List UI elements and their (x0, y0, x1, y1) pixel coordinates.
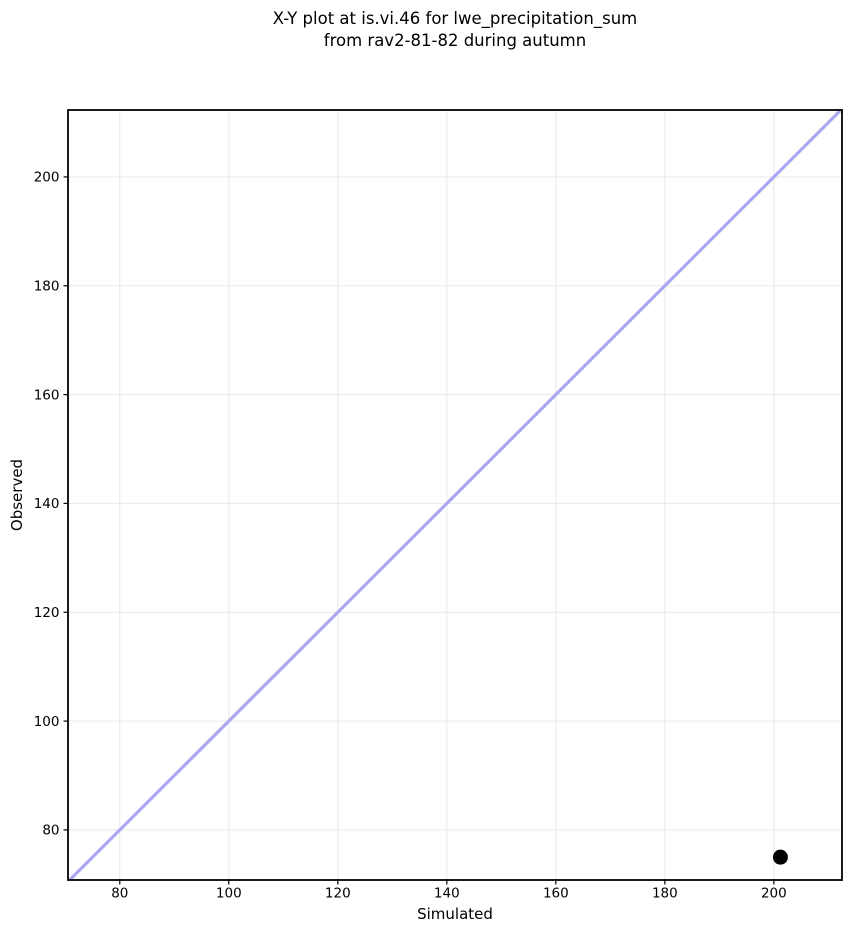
x-tick-label: 80 (111, 886, 128, 902)
y-axis-label: Observed (8, 458, 26, 532)
x-axis-label: Simulated (417, 905, 493, 923)
chart-title-line-1: X-Y plot at is.vi.46 for lwe_precipitati… (272, 9, 638, 28)
x-tick-label: 200 (761, 886, 787, 902)
x-tick-label: 100 (216, 886, 242, 902)
plot-border (67, 109, 843, 881)
x-tick-label: 160 (543, 886, 569, 902)
y-tick-label: 140 (34, 496, 60, 512)
x-tick-label: 120 (325, 886, 351, 902)
x-tick-label: 140 (434, 886, 460, 902)
chart-title: X-Y plot at is.vi.46 for lwe_precipitati… (68, 8, 842, 51)
y-tick-label: 180 (34, 278, 60, 294)
y-tick-label: 100 (34, 714, 60, 730)
identity-line (68, 110, 842, 880)
y-tick-label: 160 (34, 387, 60, 403)
y-tick-label: 200 (34, 170, 60, 186)
y-tick-label: 80 (42, 823, 59, 839)
data-point (772, 849, 788, 865)
y-tick-label: 120 (34, 605, 60, 621)
chart-title-line-2: from rav2-81-82 during autumn (323, 30, 587, 50)
x-tick-label: 180 (652, 886, 678, 902)
